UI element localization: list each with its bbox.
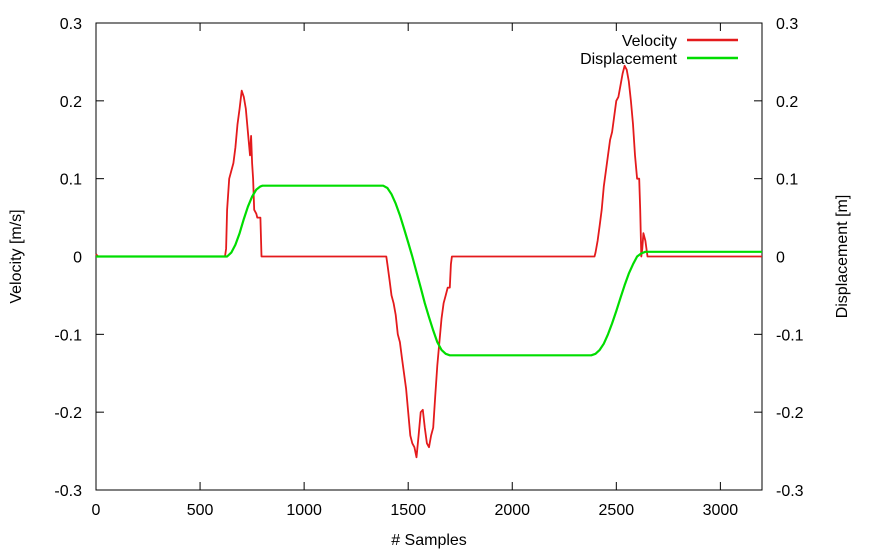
x-tick-label: 2500 — [599, 502, 635, 519]
y-tick-label: 0.1 — [60, 172, 82, 189]
y2-tick-label: 0.2 — [776, 94, 798, 111]
x-tick-label: 1500 — [390, 502, 426, 519]
x-axis-title: # Samples — [391, 532, 467, 549]
y-tick-label: -0.2 — [54, 405, 82, 422]
x-tick-label: 0 — [92, 502, 101, 519]
y2-tick-label: 0.1 — [776, 172, 798, 189]
y2-tick-label: -0.3 — [776, 483, 804, 500]
y-tick-label: 0.2 — [60, 94, 82, 111]
y-tick-label: 0.3 — [60, 16, 82, 33]
y2-tick-label: -0.1 — [776, 327, 804, 344]
legend-label-displacement: Displacement — [580, 51, 677, 68]
series-line-velocity — [95, 64, 762, 459]
y2-axis-title: Displacement [m] — [834, 195, 851, 319]
y-axis-title: Velocity [m/s] — [8, 209, 25, 303]
series-line-displacement — [96, 184, 762, 357]
x-tick-label: 500 — [187, 502, 214, 519]
x-axis-ticks: 0 500 1000 1500 2000 2500 3000 — [92, 23, 739, 519]
y2-tick-label: 0 — [776, 250, 785, 267]
series-lines — [95, 64, 762, 459]
x-tick-label: 2000 — [494, 502, 530, 519]
x-tick-label: 3000 — [703, 502, 739, 519]
y-tick-label: 0 — [73, 250, 82, 267]
y-axis-ticks: -0.3 -0.2 -0.1 0 0.1 0.2 0.3 — [54, 16, 104, 500]
y-tick-label: -0.3 — [54, 483, 82, 500]
y2-axis-ticks: -0.3 -0.2 -0.1 0 0.1 0.2 0.3 — [754, 16, 804, 500]
y2-tick-label: 0.3 — [776, 16, 798, 33]
legend-label-velocity: Velocity — [622, 33, 677, 50]
y2-tick-label: -0.2 — [776, 405, 804, 422]
y-tick-label: -0.1 — [54, 327, 82, 344]
x-tick-label: 1000 — [286, 502, 322, 519]
